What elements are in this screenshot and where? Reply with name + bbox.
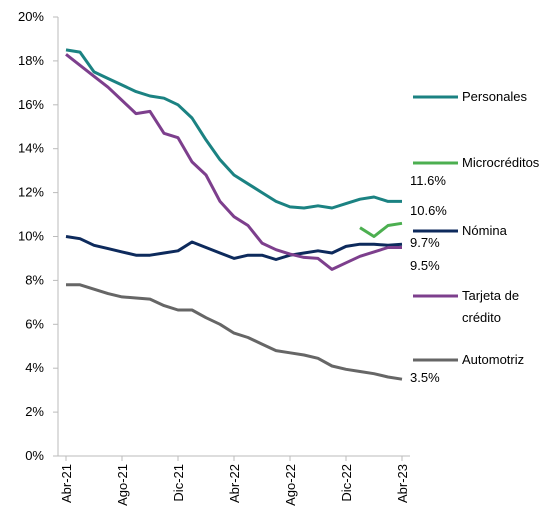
y-tick-label: 8%: [25, 272, 44, 287]
series-line: [65, 48, 402, 210]
y-tick-label: 18%: [18, 53, 44, 68]
y-tick-label: 20%: [18, 9, 44, 24]
value-label: 9.7%: [410, 235, 440, 250]
legend-label: Microcréditos: [462, 155, 540, 170]
x-tick-label: Ago-21: [115, 464, 130, 506]
y-tick-label: 16%: [18, 97, 44, 112]
y-tick-label: 2%: [25, 404, 44, 419]
x-tick-label: Abr-22: [227, 464, 242, 503]
value-label: 11.6%: [410, 173, 446, 188]
x-tick-label: Dic-21: [171, 464, 186, 502]
series-line: [65, 53, 402, 271]
value-label: 9.5%: [410, 258, 440, 273]
x-tick-label: Abr-21: [59, 464, 74, 503]
legend-label: Personales: [462, 89, 528, 104]
series-line: [65, 235, 403, 261]
legend-label: Nómina: [462, 223, 507, 238]
y-tick-label: 14%: [18, 141, 44, 156]
legend-label: Tarjeta de crédito: [462, 288, 520, 325]
y-tick-label: 10%: [18, 229, 44, 244]
y-tick-label: 12%: [18, 185, 44, 200]
y-tick-label: 4%: [25, 360, 44, 375]
x-tick-label: Dic-22: [339, 464, 354, 502]
x-tick-label: Ago-22: [283, 464, 298, 506]
value-label: 10.6%: [410, 203, 447, 218]
series-line: [66, 283, 403, 381]
legend-label: Automotriz: [462, 352, 525, 367]
x-tick-label: Abr-23: [395, 464, 410, 503]
value-label: 3.5%: [410, 370, 440, 385]
y-tick-label: 6%: [25, 316, 44, 331]
series-line: [359, 221, 403, 238]
y-tick-label: 0%: [25, 448, 44, 463]
